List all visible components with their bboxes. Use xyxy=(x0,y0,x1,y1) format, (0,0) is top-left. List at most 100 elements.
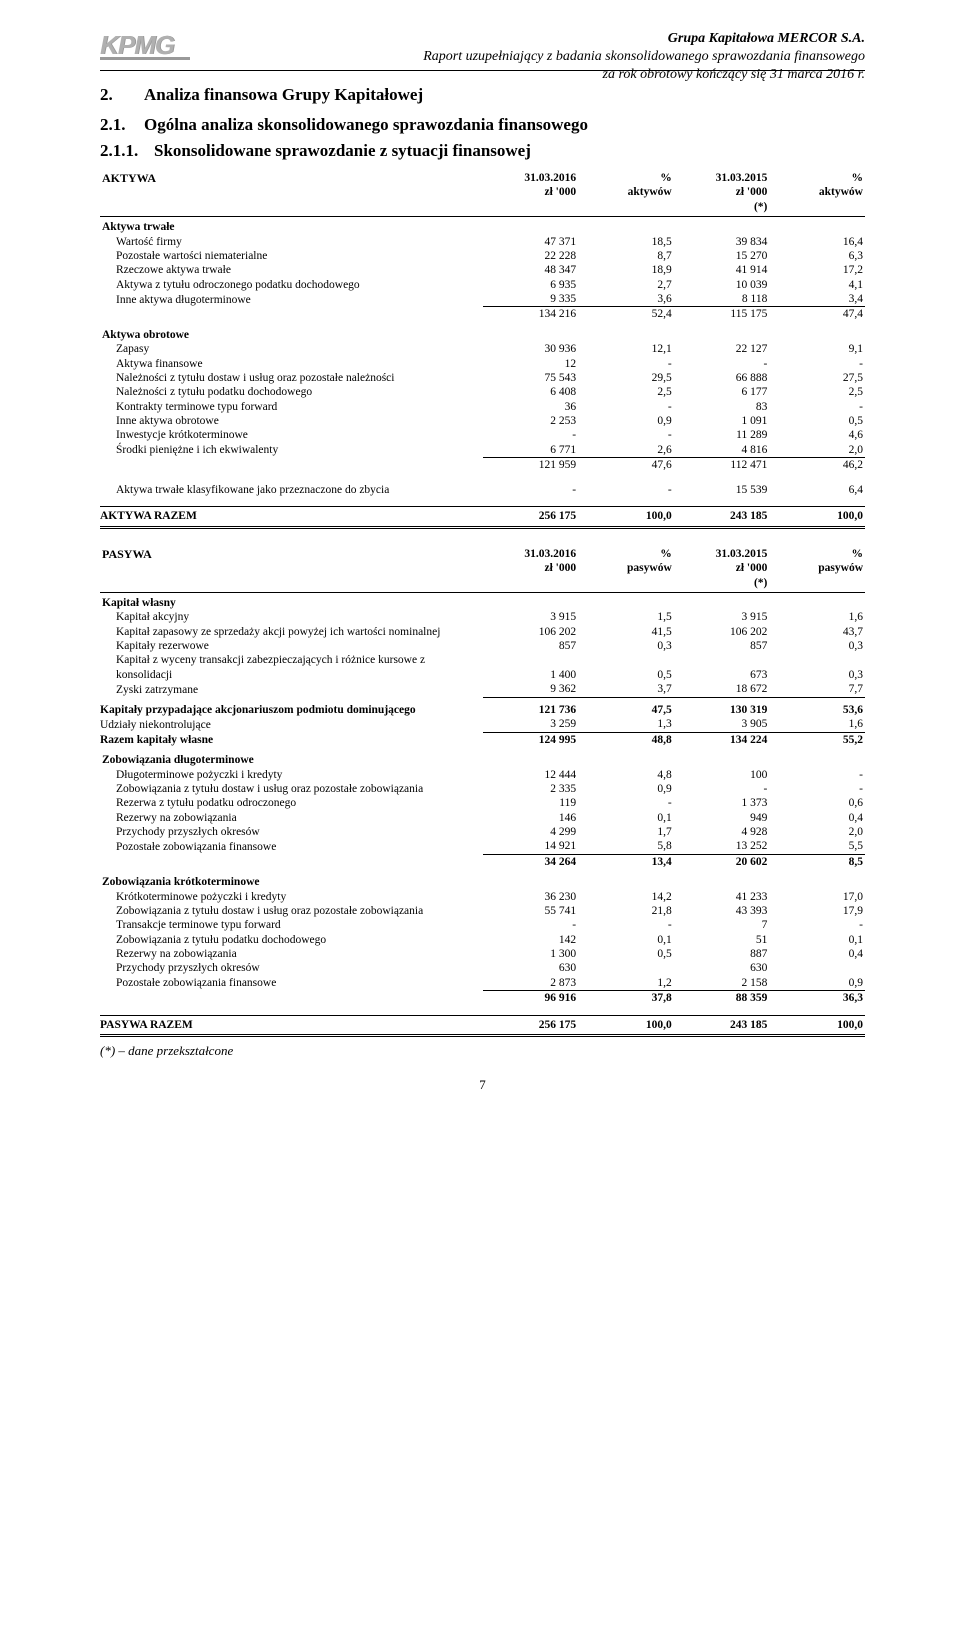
row-value: 11 289 xyxy=(674,428,770,442)
row-value: 243 185 xyxy=(674,1016,770,1036)
row-value: 857 xyxy=(483,639,579,653)
row-value: 6,4 xyxy=(769,483,865,497)
row-value: 0,1 xyxy=(578,811,674,825)
row-label: Pozostałe zobowiązania finansowe xyxy=(100,839,483,854)
row-value: 83 xyxy=(674,400,770,414)
row-value: 2,5 xyxy=(769,385,865,399)
section-2-1-title: Ogólna analiza skonsolidowanego sprawozd… xyxy=(144,115,588,135)
row-value: 15 270 xyxy=(674,249,770,263)
row-value: 0,3 xyxy=(769,653,865,682)
row-value: 51 xyxy=(674,933,770,947)
pasywa-header-label: PASYWA xyxy=(100,547,483,592)
pcol-d1: 31.03.2016 zł '000 xyxy=(483,547,579,592)
section-2-1-num: 2.1. xyxy=(100,115,140,135)
row-value: 256 175 xyxy=(483,1016,579,1036)
row-value: - xyxy=(483,483,579,497)
section-2-1: 2.1. Ogólna analiza skonsolidowanego spr… xyxy=(100,115,865,135)
row-value: 2 253 xyxy=(483,414,579,428)
table-row: Zobowiązania z tytułu podatku dochodoweg… xyxy=(100,933,865,947)
group-heading-label: Zobowiązania krótkoterminowe xyxy=(100,869,865,889)
row-value: 36,3 xyxy=(769,991,865,1006)
row-label: Środki pieniężne i ich ekwiwalenty xyxy=(100,443,483,458)
row-value: 2,0 xyxy=(769,825,865,839)
row-value: 121 959 xyxy=(483,458,579,473)
row-value: 14,2 xyxy=(578,890,674,904)
row-value: 857 xyxy=(674,639,770,653)
row-value: 53,6 xyxy=(769,697,865,717)
pcol-p1-bot: pasywów xyxy=(627,562,672,574)
row-value: 1 373 xyxy=(674,796,770,810)
row-value: 124 995 xyxy=(483,732,579,747)
row-value: 134 216 xyxy=(483,307,579,322)
row-value: 0,6 xyxy=(769,796,865,810)
row-value: 1 300 xyxy=(483,947,579,961)
row-value: 55 741 xyxy=(483,904,579,918)
table-row: Rzeczowe aktywa trwałe48 34718,941 91417… xyxy=(100,263,865,277)
row-value: 47,4 xyxy=(769,307,865,322)
table-row: Kapitały rezerwowe8570,38570,3 xyxy=(100,639,865,653)
row-value: 12,1 xyxy=(578,342,674,356)
row-value: 4,6 xyxy=(769,428,865,442)
page: KPMG Grupa Kapitałowa MERCOR S.A. Raport… xyxy=(0,0,960,1113)
table-row: Środki pieniężne i ich ekwiwalenty6 7712… xyxy=(100,443,865,458)
row-value: 12 444 xyxy=(483,768,579,782)
row-value: 8 118 xyxy=(674,292,770,307)
row-value: 96 916 xyxy=(483,991,579,1006)
row-label: Zobowiązania z tytułu dostaw i usług ora… xyxy=(100,904,483,918)
group-heading-label: Aktywa trwałe xyxy=(100,217,865,235)
row-value: 4,8 xyxy=(578,768,674,782)
row-value: 41 233 xyxy=(674,890,770,904)
table-row: Zyski zatrzymane9 3623,718 6727,7 xyxy=(100,682,865,697)
table-row: Rezerwy na zobowiązania1 3000,58870,4 xyxy=(100,947,865,961)
row-value: 16,4 xyxy=(769,235,865,249)
table-row: Rezerwa z tytułu podatku odroczonego119-… xyxy=(100,796,865,810)
pcol-p2-top: % xyxy=(852,548,864,560)
subtotal-row: 34 26413,420 6028,5 xyxy=(100,854,865,869)
row-value: 21,8 xyxy=(578,904,674,918)
table-row: Kapitał z wyceny transakcji zabezpieczaj… xyxy=(100,653,865,682)
row-label: Transakcje terminowe typu forward xyxy=(100,918,483,932)
row-label: Krótkoterminowe pożyczki i kredyty xyxy=(100,890,483,904)
row-value: 630 xyxy=(674,961,770,975)
row-value: 18,5 xyxy=(578,235,674,249)
row-value: 7,7 xyxy=(769,682,865,697)
row-value: 1 400 xyxy=(483,653,579,682)
row-value: 100,0 xyxy=(769,1016,865,1036)
table-row: Kapitał akcyjny3 9151,53 9151,6 xyxy=(100,610,865,624)
pcol-d2-star: (*) xyxy=(754,577,767,589)
gap-row xyxy=(100,473,865,483)
subtotal-row: 96 91637,888 35936,3 xyxy=(100,991,865,1006)
row-value: 0,5 xyxy=(769,414,865,428)
group-heading: Aktywa trwałe xyxy=(100,217,865,235)
row-value: 1,7 xyxy=(578,825,674,839)
row-value: - xyxy=(578,796,674,810)
col-p1-bot: aktywów xyxy=(628,186,672,198)
col-d1: 31.03.2016 zł '000 xyxy=(483,171,579,216)
pcol-p1-top: % xyxy=(660,548,672,560)
row-value: 6 771 xyxy=(483,443,579,458)
row-value: 0,5 xyxy=(578,653,674,682)
row-value: 17,0 xyxy=(769,890,865,904)
row-value xyxy=(769,961,865,975)
row-label: Pozostałe zobowiązania finansowe xyxy=(100,976,483,991)
table-row: Wartość firmy47 37118,539 83416,4 xyxy=(100,235,865,249)
row-value: - xyxy=(578,918,674,932)
row-label xyxy=(100,307,483,322)
table-row: Należności z tytułu podatku dochodowego6… xyxy=(100,385,865,399)
row-label: Pozostałe wartości niematerialne xyxy=(100,249,483,263)
row-label: Inwestycje krótkoterminowe xyxy=(100,428,483,442)
row-value: 2,5 xyxy=(578,385,674,399)
row-value: 8,7 xyxy=(578,249,674,263)
row-value: 48 347 xyxy=(483,263,579,277)
row-value: - xyxy=(578,357,674,371)
row-label xyxy=(100,854,483,869)
row-value: 14 921 xyxy=(483,839,579,854)
row-label: Kapitał z wyceny transakcji zabezpieczaj… xyxy=(100,653,483,682)
row-value: 142 xyxy=(483,933,579,947)
table-row: Aktywa z tytułu odroczonego podatku doch… xyxy=(100,278,865,292)
col-p2-top: % xyxy=(852,172,864,184)
col-d2: 31.03.2015 zł '000 (*) xyxy=(674,171,770,216)
row-value: 66 888 xyxy=(674,371,770,385)
row-value: 3,6 xyxy=(578,292,674,307)
pasywa-header-row: PASYWA 31.03.2016 zł '000 % pasywów 31.0… xyxy=(100,547,865,592)
